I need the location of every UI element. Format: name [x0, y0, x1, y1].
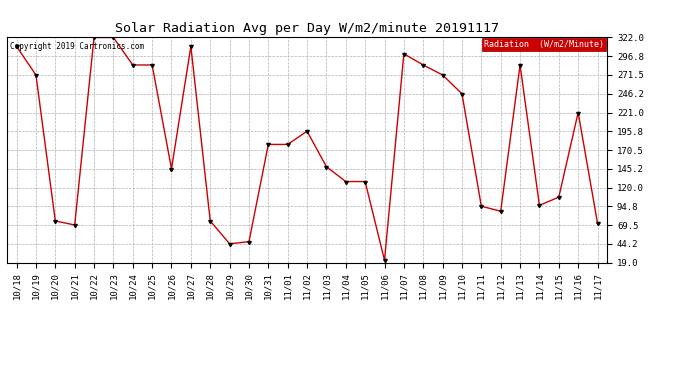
Text: Copyright 2019 Cartronics.com: Copyright 2019 Cartronics.com	[10, 42, 144, 51]
Title: Solar Radiation Avg per Day W/m2/minute 20191117: Solar Radiation Avg per Day W/m2/minute …	[115, 22, 499, 35]
Text: Radiation  (W/m2/Minute): Radiation (W/m2/Minute)	[484, 40, 604, 49]
